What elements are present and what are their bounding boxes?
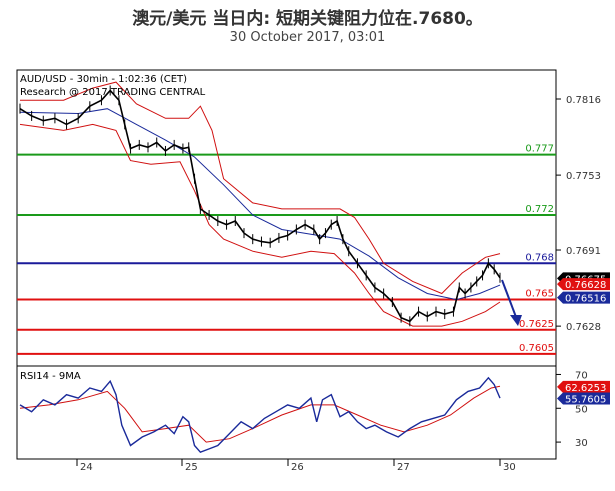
bollinger-lower-line — [19, 123, 501, 327]
level-label-0: 0.777 — [525, 144, 554, 155]
level-label-1: 0.772 — [525, 204, 554, 215]
rsi-badge-1 — [557, 392, 610, 405]
price-tick-label-3: 0.7628 — [566, 322, 601, 333]
level-label-2: 0.768 — [525, 252, 554, 263]
price-badge-1 — [557, 278, 610, 291]
time-tick-label-1: 25 — [185, 462, 198, 473]
projection-arrow-line — [501, 279, 517, 318]
price-tick-label-2: 0.7691 — [566, 246, 601, 257]
price-badge-2 — [557, 291, 610, 304]
rsi-tick-label-1: 50 — [575, 404, 588, 415]
time-tick-label-0: 24 — [80, 462, 93, 473]
moving-average-line — [19, 108, 501, 301]
price-badge-label-2: 0.76516 — [565, 294, 606, 305]
rsi-panel-label: RSI14 - 9MA — [20, 371, 81, 382]
level-label-5: 0.7605 — [519, 343, 554, 354]
price-panel-frame — [16, 69, 557, 367]
page-title: 澳元/美元 当日内: 短期关键阻力位在.7680。 — [132, 9, 483, 29]
rsi-ma-line — [19, 385, 501, 443]
bollinger-upper-line — [20, 81, 501, 295]
price-tick-label-0: 0.7816 — [566, 95, 601, 106]
price-badge-label-1: 0.76628 — [565, 280, 606, 291]
price-line — [19, 89, 501, 323]
projection-arrowhead — [510, 315, 522, 326]
price-tick-label-1: 0.7753 — [566, 171, 601, 182]
rsi-badge-label-1: 55.7605 — [565, 395, 606, 406]
rsi-badge-label-0: 62.6253 — [565, 383, 606, 394]
rsi-panel-frame — [16, 365, 557, 460]
rsi-tick-label-0: 70 — [575, 370, 588, 381]
rsi-tick-label-2: 30 — [575, 438, 588, 449]
time-tick-label-3: 27 — [397, 462, 410, 473]
level-label-3: 0.765 — [525, 289, 554, 300]
rsi-line — [19, 376, 501, 454]
time-tick-label-4: 30 — [503, 462, 516, 473]
page-date: 30 October 2017, 03:01 — [229, 30, 386, 45]
time-tick-label-2: 26 — [291, 462, 304, 473]
copyright-text: Research @ 2017 TRADING CENTRAL — [20, 87, 206, 98]
level-label-4: 0.7625 — [519, 319, 554, 330]
rsi-badge-0 — [557, 380, 610, 393]
panel-title: AUD/USD - 30min - 1:02:36 (CET) — [20, 74, 187, 85]
